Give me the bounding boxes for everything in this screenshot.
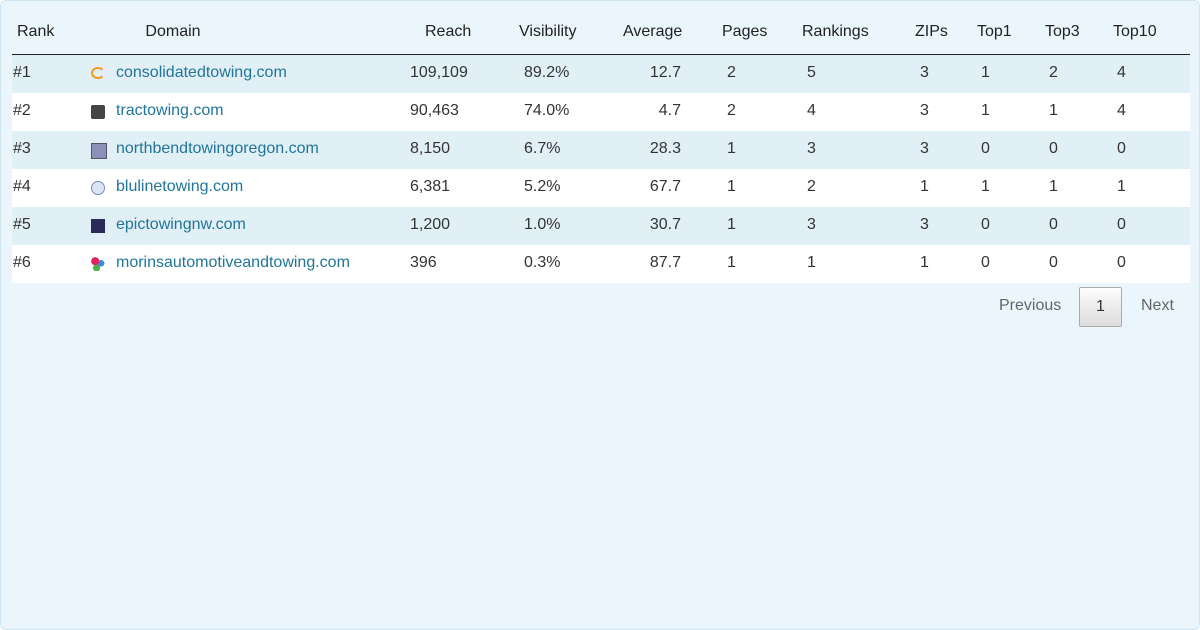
table-row <box>12 131 1190 169</box>
domain-link[interactable]: morinsautomotiveandtowing.com <box>116 254 350 271</box>
domain-link[interactable]: tractowing.com <box>116 102 224 119</box>
cell-text: 87.7 <box>649 254 681 271</box>
cell-text: 0.3% <box>524 254 561 271</box>
table-row <box>12 245 1190 283</box>
cell-text: 0 <box>1117 216 1126 233</box>
cell-text: 5 <box>807 64 816 81</box>
cell-text: 1 <box>1049 102 1058 119</box>
favicon <box>91 143 107 159</box>
cell-text: 3 <box>807 140 816 157</box>
column-header: Reach <box>425 23 472 40</box>
table-row <box>12 93 1190 131</box>
domain-link[interactable]: northbendtowingoregon.com <box>116 140 319 157</box>
cell-text: 109,109 <box>410 64 468 81</box>
column-header: Top1 <box>977 23 1012 40</box>
column-header: Pages <box>722 23 768 40</box>
cell-text: 1 <box>727 178 736 195</box>
favicon <box>91 219 105 233</box>
header-rule <box>12 54 1190 55</box>
favicon <box>91 257 105 271</box>
cell-text: 1 <box>727 216 736 233</box>
cell-text: 1 <box>807 254 816 271</box>
cell-text: 1,200 <box>410 216 451 233</box>
cell-text: 12.7 <box>649 64 681 81</box>
cell-text: 6.7% <box>524 140 561 157</box>
cell-text: 4 <box>807 102 816 119</box>
cell-text: 90,463 <box>410 102 459 119</box>
page-button[interactable]: 1 <box>1079 287 1122 327</box>
table-row <box>12 55 1190 93</box>
cell-text: 5.2% <box>524 178 561 195</box>
cell-text: 89.2% <box>524 64 570 81</box>
column-header: Top10 <box>1113 23 1157 40</box>
cell-text: 4 <box>1117 64 1126 81</box>
favicon <box>91 181 105 195</box>
cell-text: 3 <box>920 102 929 119</box>
cell-text: 0 <box>1117 254 1126 271</box>
previous-button[interactable]: Previous <box>999 297 1062 314</box>
cell-text: 28.3 <box>649 140 681 157</box>
cell-text: #3 <box>13 140 31 157</box>
cell-text: 4 <box>1117 102 1126 119</box>
cell-text: #5 <box>13 216 31 233</box>
cell-text: #2 <box>13 102 31 119</box>
cell-text: 2 <box>807 178 816 195</box>
column-header: Top3 <box>1045 23 1080 40</box>
cell-text: 3 <box>920 64 929 81</box>
cell-text: 1 <box>920 254 929 271</box>
cell-text: 30.7 <box>649 216 681 233</box>
column-header: Average <box>623 23 683 40</box>
domain-link[interactable]: blulinetowing.com <box>116 178 244 195</box>
cell-text: 3 <box>807 216 816 233</box>
cell-text: 6,381 <box>410 178 451 195</box>
column-header: Visibility <box>519 23 577 40</box>
cell-text: 1 <box>727 254 736 271</box>
next-button[interactable]: Next <box>1141 297 1174 314</box>
domain-link[interactable]: consolidatedtowing.com <box>116 64 287 81</box>
cell-text: 3 <box>920 140 929 157</box>
cell-text: 0 <box>1049 216 1058 233</box>
cell-text: 3 <box>920 216 929 233</box>
cell-text: 2 <box>1049 64 1058 81</box>
cell-text: #1 <box>13 64 31 81</box>
cell-text: 2 <box>727 102 736 119</box>
cell-text: 67.7 <box>649 178 681 195</box>
cell-text: 8,150 <box>410 140 451 157</box>
cell-text: 1 <box>981 102 990 119</box>
cell-text: 74.0% <box>524 102 570 119</box>
column-header: Rankings <box>802 23 869 40</box>
favicon <box>91 105 105 119</box>
cell-text: 1 <box>727 140 736 157</box>
column-header: Domain <box>145 23 201 40</box>
cell-text: 1 <box>981 178 990 195</box>
cell-text: 1 <box>1117 178 1126 195</box>
cell-text: 0 <box>1117 140 1126 157</box>
domain-link[interactable]: epictowingnw.com <box>116 216 246 233</box>
cell-text: 0 <box>1049 140 1058 157</box>
cell-text: #6 <box>13 254 31 271</box>
table-row <box>12 207 1190 245</box>
cell-text: 1 <box>981 64 990 81</box>
cell-text: 0 <box>1049 254 1058 271</box>
table-row <box>12 169 1190 207</box>
cell-text: 1 <box>920 178 929 195</box>
cell-text: 2 <box>727 64 736 81</box>
cell-text: 0 <box>981 254 990 271</box>
cell-text: 396 <box>410 254 437 271</box>
column-header: Rank <box>17 23 55 40</box>
cell-text: 0 <box>981 140 990 157</box>
cell-text: 1 <box>1049 178 1058 195</box>
column-header: ZIPs <box>915 23 948 40</box>
favicon <box>91 67 105 79</box>
cell-text: 0 <box>981 216 990 233</box>
cell-text: 1.0% <box>524 216 561 233</box>
cell-text: #4 <box>13 178 31 195</box>
cell-text: 4.7 <box>658 102 681 119</box>
